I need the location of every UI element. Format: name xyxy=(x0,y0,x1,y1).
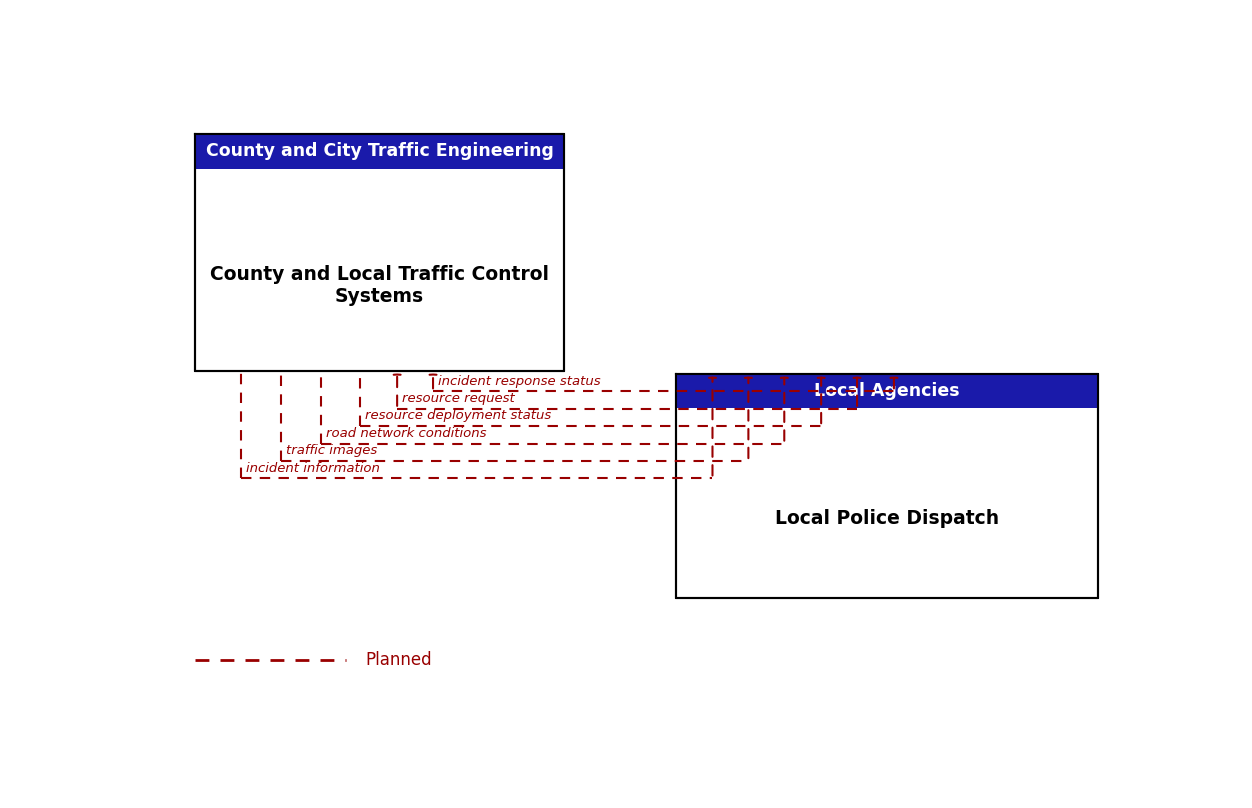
Text: Planned: Planned xyxy=(366,651,432,669)
Text: County and Local Traffic Control
Systems: County and Local Traffic Control Systems xyxy=(210,265,550,306)
Text: resource deployment status: resource deployment status xyxy=(366,410,551,423)
Text: Local Agencies: Local Agencies xyxy=(814,382,959,400)
Text: resource request: resource request xyxy=(402,392,515,405)
Text: County and City Traffic Engineering: County and City Traffic Engineering xyxy=(205,142,553,161)
Text: incident information: incident information xyxy=(245,461,379,474)
Bar xyxy=(676,374,1098,598)
Bar xyxy=(676,374,1098,408)
Text: Local Police Dispatch: Local Police Dispatch xyxy=(775,508,999,528)
Bar xyxy=(195,134,563,169)
Text: road network conditions: road network conditions xyxy=(327,427,487,440)
Bar xyxy=(195,134,563,371)
Text: incident response status: incident response status xyxy=(438,375,601,388)
Text: traffic images: traffic images xyxy=(285,444,377,457)
